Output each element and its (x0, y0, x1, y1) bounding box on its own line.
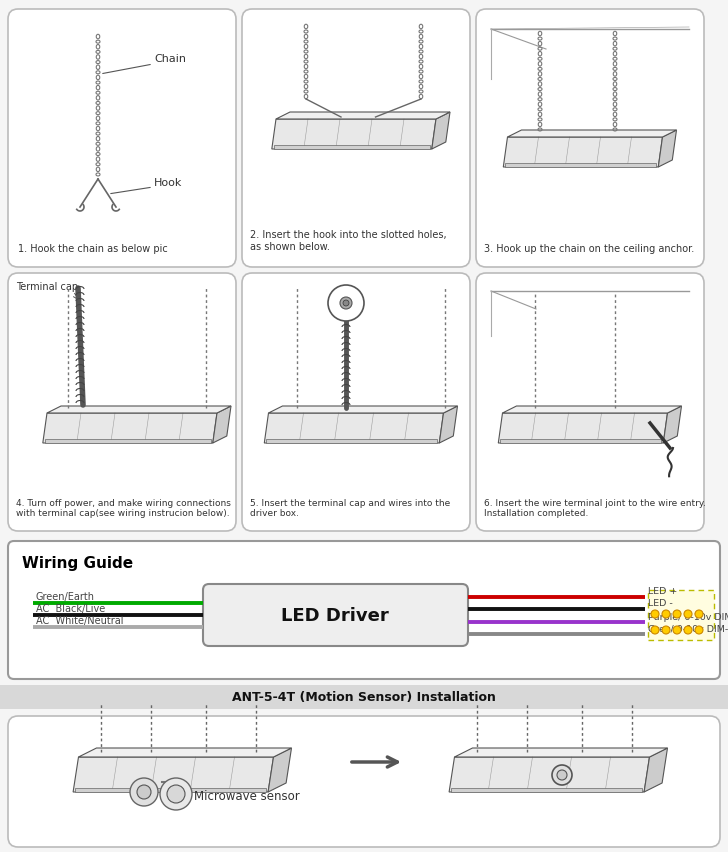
Circle shape (160, 778, 192, 810)
FancyBboxPatch shape (8, 273, 236, 532)
Polygon shape (213, 406, 231, 444)
Polygon shape (432, 112, 450, 150)
Circle shape (695, 610, 703, 619)
Polygon shape (264, 413, 443, 444)
Polygon shape (269, 406, 457, 413)
Circle shape (552, 765, 572, 785)
Polygon shape (43, 413, 217, 444)
Circle shape (343, 301, 349, 307)
Polygon shape (266, 440, 438, 444)
Bar (0, 685, 728, 709)
Circle shape (662, 626, 670, 634)
Circle shape (673, 626, 681, 634)
Text: 4. Turn off power, and make wiring connections
with terminal cap(see wiring inst: 4. Turn off power, and make wiring conne… (16, 498, 231, 517)
Polygon shape (663, 406, 681, 444)
Circle shape (328, 285, 364, 321)
Polygon shape (268, 748, 291, 792)
Polygon shape (439, 406, 457, 444)
FancyBboxPatch shape (8, 10, 236, 268)
Text: Grey/ 0-10v DIM-: Grey/ 0-10v DIM- (648, 624, 728, 633)
Polygon shape (79, 748, 291, 757)
Circle shape (684, 610, 692, 619)
Polygon shape (451, 788, 642, 792)
Text: Chain: Chain (154, 54, 186, 64)
Text: Microwave sensor: Microwave sensor (194, 790, 300, 803)
FancyBboxPatch shape (476, 273, 704, 532)
Text: 5. Insert the terminal cap and wires into the
driver box.: 5. Insert the terminal cap and wires int… (250, 498, 450, 517)
Circle shape (662, 610, 670, 619)
Polygon shape (498, 413, 668, 444)
Text: Purple/ 0-10v DIM+: Purple/ 0-10v DIM+ (648, 612, 728, 621)
Text: LED Driver: LED Driver (281, 607, 389, 625)
Polygon shape (644, 748, 668, 792)
Polygon shape (454, 748, 668, 757)
Circle shape (167, 785, 185, 803)
Text: AC  White/Neutral: AC White/Neutral (36, 615, 124, 625)
Circle shape (137, 785, 151, 799)
FancyBboxPatch shape (242, 273, 470, 532)
Text: Green/Earth: Green/Earth (36, 591, 95, 602)
Polygon shape (658, 131, 676, 168)
FancyBboxPatch shape (203, 584, 468, 646)
Polygon shape (502, 406, 681, 413)
Text: 6. Insert the wire terminal joint to the wire entry.
Installation completed.: 6. Insert the wire terminal joint to the… (484, 498, 706, 517)
Polygon shape (505, 164, 657, 168)
Text: 2. Insert the hook into the slotted holes,
as shown below.: 2. Insert the hook into the slotted hole… (250, 230, 446, 251)
Circle shape (695, 626, 703, 634)
FancyBboxPatch shape (8, 717, 720, 847)
Circle shape (557, 770, 567, 780)
Circle shape (340, 297, 352, 309)
Text: ANT-5-4T (Motion Sensor) Installation: ANT-5-4T (Motion Sensor) Installation (232, 691, 496, 704)
Text: Wiring Guide: Wiring Guide (22, 556, 133, 570)
Polygon shape (500, 440, 661, 444)
Polygon shape (75, 788, 266, 792)
Text: LED +: LED + (648, 587, 677, 596)
Polygon shape (507, 131, 676, 138)
Circle shape (673, 610, 681, 619)
FancyBboxPatch shape (242, 10, 470, 268)
Circle shape (651, 610, 659, 619)
Text: Hook: Hook (154, 178, 183, 187)
Bar (648, 590, 714, 640)
Polygon shape (276, 112, 450, 120)
Polygon shape (503, 138, 662, 168)
Text: LED -: LED - (648, 599, 673, 607)
Polygon shape (449, 757, 649, 792)
Polygon shape (272, 120, 436, 150)
FancyBboxPatch shape (476, 10, 704, 268)
FancyBboxPatch shape (8, 541, 720, 679)
Text: Terminal cap: Terminal cap (16, 282, 78, 291)
Polygon shape (45, 440, 211, 444)
Text: AC  Black/Live: AC Black/Live (36, 603, 106, 613)
Text: 1. Hook the chain as below pic: 1. Hook the chain as below pic (18, 244, 167, 254)
Circle shape (651, 626, 659, 634)
Text: 3. Hook up the chain on the ceiling anchor.: 3. Hook up the chain on the ceiling anch… (484, 244, 695, 254)
Polygon shape (47, 406, 231, 413)
Polygon shape (274, 146, 430, 150)
Circle shape (130, 778, 158, 806)
Polygon shape (73, 757, 274, 792)
Circle shape (684, 626, 692, 634)
